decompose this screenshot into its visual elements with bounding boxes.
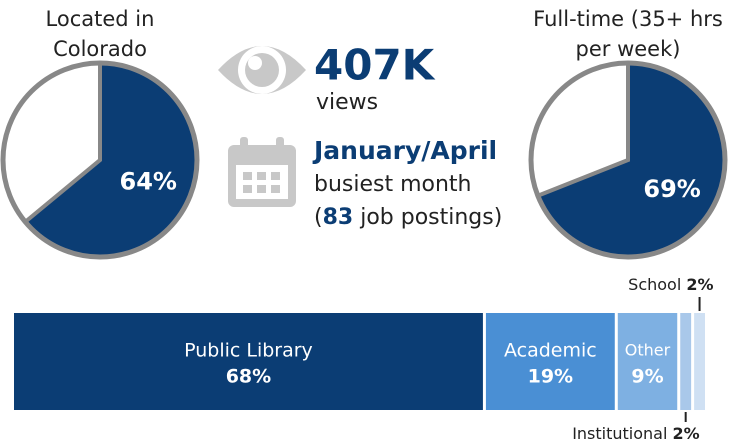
segment-label: Institutional 2% xyxy=(572,424,699,443)
busiest-label: busiest month xyxy=(314,172,472,197)
postings-count: 83 xyxy=(323,205,354,230)
views-label: views xyxy=(316,90,378,115)
postings: (83 job postings) xyxy=(314,205,502,230)
busiest-value: January/April xyxy=(312,136,497,165)
pie-label: 64% xyxy=(120,168,177,196)
segment-name: School xyxy=(628,275,686,294)
segment-name: Other xyxy=(625,341,671,360)
pie-title: per week) xyxy=(576,37,681,61)
views-value: 407K xyxy=(314,41,436,90)
bar-segment xyxy=(14,313,483,410)
segment-value: 19% xyxy=(528,366,573,388)
pie-title: Colorado xyxy=(53,37,147,61)
eye-icon xyxy=(218,46,306,94)
pie-outline xyxy=(0,60,200,260)
pie-label: 69% xyxy=(643,175,700,203)
bar-segment xyxy=(680,313,692,410)
segment-name: Institutional xyxy=(572,424,672,443)
segment-value: 68% xyxy=(226,366,271,388)
bar-segment xyxy=(485,313,615,410)
segment-label: School 2% xyxy=(628,275,713,294)
calendar-icon xyxy=(228,137,296,207)
bar-segment xyxy=(694,313,705,410)
bar-segment xyxy=(617,313,678,410)
paren: ( xyxy=(314,205,323,230)
postings-text: job postings) xyxy=(353,205,502,230)
pie-title: Full-time (35+ hrs xyxy=(533,7,723,31)
segment-name: Academic xyxy=(504,340,597,362)
pie-outline xyxy=(528,60,728,260)
segment-value: 9% xyxy=(631,366,663,388)
segment-name: Public Library xyxy=(184,340,313,362)
pie-title: Located in xyxy=(46,7,155,31)
segment-value: 2% xyxy=(686,275,713,294)
segment-value: 2% xyxy=(673,424,700,443)
